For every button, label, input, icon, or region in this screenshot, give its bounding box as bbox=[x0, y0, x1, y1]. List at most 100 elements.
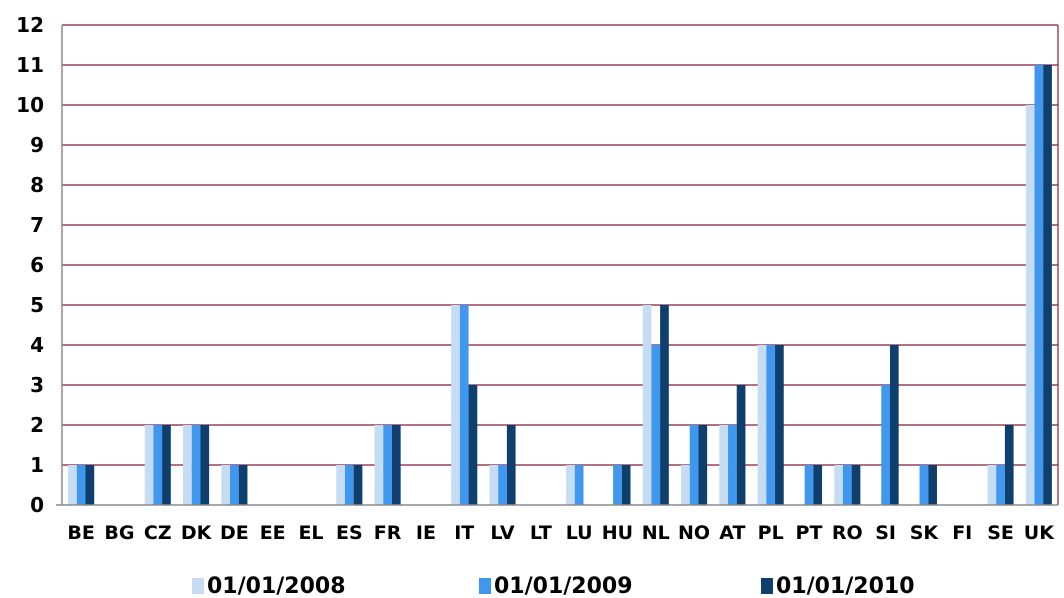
bar-at-series-1 bbox=[719, 425, 729, 505]
bar-be-series-1 bbox=[68, 465, 77, 505]
bar-es-series-1 bbox=[336, 465, 345, 505]
x-tick-label: ES bbox=[336, 522, 363, 544]
bar-se-series-1 bbox=[987, 465, 997, 505]
legend-label: 01/01/2010 bbox=[776, 574, 915, 598]
x-tick-labels: BE BG CZ DK DE EE EL ES FR IE IT LV LT LU HU NL NO AT PL PT… bbox=[67, 522, 1055, 544]
y-tick-label: 3 bbox=[30, 373, 44, 397]
bar-uk-series-3 bbox=[1043, 65, 1052, 505]
legend-label: 01/01/2009 bbox=[494, 574, 633, 598]
x-tick-label: NO bbox=[678, 522, 710, 544]
x-tick-label: HU bbox=[602, 522, 633, 544]
bar-ro-series-2 bbox=[842, 465, 852, 505]
bar-be-series-2 bbox=[76, 465, 86, 505]
x-tick-label: SI bbox=[875, 522, 896, 544]
x-tick-label: AT bbox=[719, 522, 745, 544]
bar-pl-series-1 bbox=[757, 345, 767, 505]
x-tick-label: LU bbox=[566, 522, 593, 544]
bar-pt-series-3 bbox=[813, 465, 823, 505]
bar-cz-series-3 bbox=[162, 425, 171, 505]
bar-nl-series-2 bbox=[651, 345, 661, 505]
bar-hu-series-3 bbox=[621, 465, 631, 505]
bar-pl-series-2 bbox=[766, 345, 776, 505]
x-tick-label: FR bbox=[374, 522, 402, 544]
x-tick-label: NL bbox=[642, 522, 670, 544]
x-tick-label: BG bbox=[104, 522, 134, 544]
legend-swatch bbox=[479, 578, 491, 594]
legend-swatch bbox=[761, 578, 773, 594]
bar-fr-series-1 bbox=[374, 425, 384, 505]
axes bbox=[56, 25, 1059, 506]
bar-ro-series-3 bbox=[851, 465, 861, 505]
y-tick-label: 1 bbox=[30, 453, 44, 477]
legend: 01/01/2008 01/01/2009 01/01/2010 bbox=[192, 574, 915, 598]
bar-fr-series-3 bbox=[391, 425, 401, 505]
x-tick-label: SE bbox=[987, 522, 1014, 544]
x-tick-label: PT bbox=[796, 522, 823, 544]
bar-sk-series-2 bbox=[919, 465, 929, 505]
y-tick-label: 9 bbox=[30, 133, 44, 157]
bar-ro-series-1 bbox=[834, 465, 843, 505]
bar-sk-series-3 bbox=[928, 465, 937, 505]
bar-no-series-2 bbox=[689, 425, 699, 505]
x-tick-label: BE bbox=[67, 522, 94, 544]
bar-si-series-3 bbox=[889, 345, 899, 505]
bar-it-series-1 bbox=[451, 305, 460, 505]
y-tick-label: 2 bbox=[30, 413, 44, 437]
gridlines bbox=[62, 24, 1058, 466]
bar-nl-series-1 bbox=[642, 305, 652, 505]
bar-pt-series-2 bbox=[804, 465, 814, 505]
bar-cz-series-2 bbox=[153, 425, 163, 505]
bar-se-series-3 bbox=[1004, 425, 1014, 505]
bar-de-series-2 bbox=[230, 465, 239, 505]
bar-lv-series-3 bbox=[506, 425, 516, 505]
x-tick-label: EE bbox=[260, 522, 286, 544]
bar-no-series-1 bbox=[681, 465, 690, 505]
bar-at-series-3 bbox=[736, 385, 746, 505]
bars bbox=[68, 65, 1052, 505]
bar-dk-series-2 bbox=[191, 425, 201, 505]
bar-be-series-3 bbox=[85, 465, 95, 505]
bar-de-series-3 bbox=[238, 465, 248, 505]
bar-fr-series-2 bbox=[383, 425, 392, 505]
bar-si-series-2 bbox=[881, 385, 890, 505]
bar-uk-series-1 bbox=[1025, 105, 1035, 505]
bar-cz-series-1 bbox=[144, 425, 154, 505]
bar-se-series-2 bbox=[996, 465, 1005, 505]
y-tick-label: 8 bbox=[30, 173, 44, 197]
x-tick-label: RO bbox=[832, 522, 863, 544]
bar-at-series-2 bbox=[728, 425, 737, 505]
bar-uk-series-2 bbox=[1034, 65, 1044, 505]
x-tick-label: DK bbox=[181, 522, 213, 544]
bar-pl-series-3 bbox=[775, 345, 784, 505]
legend-swatch bbox=[192, 578, 204, 594]
x-tick-label: PL bbox=[758, 522, 784, 544]
x-tick-label: CZ bbox=[144, 522, 172, 544]
x-tick-label: EL bbox=[298, 522, 323, 544]
bar-lu-series-2 bbox=[574, 465, 584, 505]
bar-no-series-3 bbox=[698, 425, 708, 505]
y-tick-label: 5 bbox=[30, 293, 44, 317]
bar-hu-series-2 bbox=[613, 465, 622, 505]
x-tick-label: UK bbox=[1024, 522, 1055, 544]
y-tick-label: 7 bbox=[30, 213, 44, 237]
y-tick-label: 10 bbox=[16, 93, 44, 117]
bar-it-series-3 bbox=[468, 385, 478, 505]
x-tick-label: LV bbox=[490, 522, 514, 544]
bar-es-series-2 bbox=[344, 465, 354, 505]
bar-nl-series-3 bbox=[660, 305, 669, 505]
x-tick-label: FI bbox=[952, 522, 972, 544]
y-tick-label: 12 bbox=[16, 13, 44, 37]
bar-dk-series-3 bbox=[200, 425, 210, 505]
bar-lv-series-1 bbox=[489, 465, 499, 505]
y-tick-label: 0 bbox=[30, 493, 44, 517]
x-tick-label: DE bbox=[220, 522, 249, 544]
x-tick-label: IT bbox=[454, 522, 474, 544]
x-tick-label: IE bbox=[416, 522, 436, 544]
bar-lu-series-1 bbox=[566, 465, 575, 505]
x-tick-label: LT bbox=[530, 522, 552, 544]
bar-de-series-1 bbox=[221, 465, 231, 505]
legend-label: 01/01/2008 bbox=[207, 574, 346, 598]
y-tick-label: 4 bbox=[30, 333, 44, 357]
